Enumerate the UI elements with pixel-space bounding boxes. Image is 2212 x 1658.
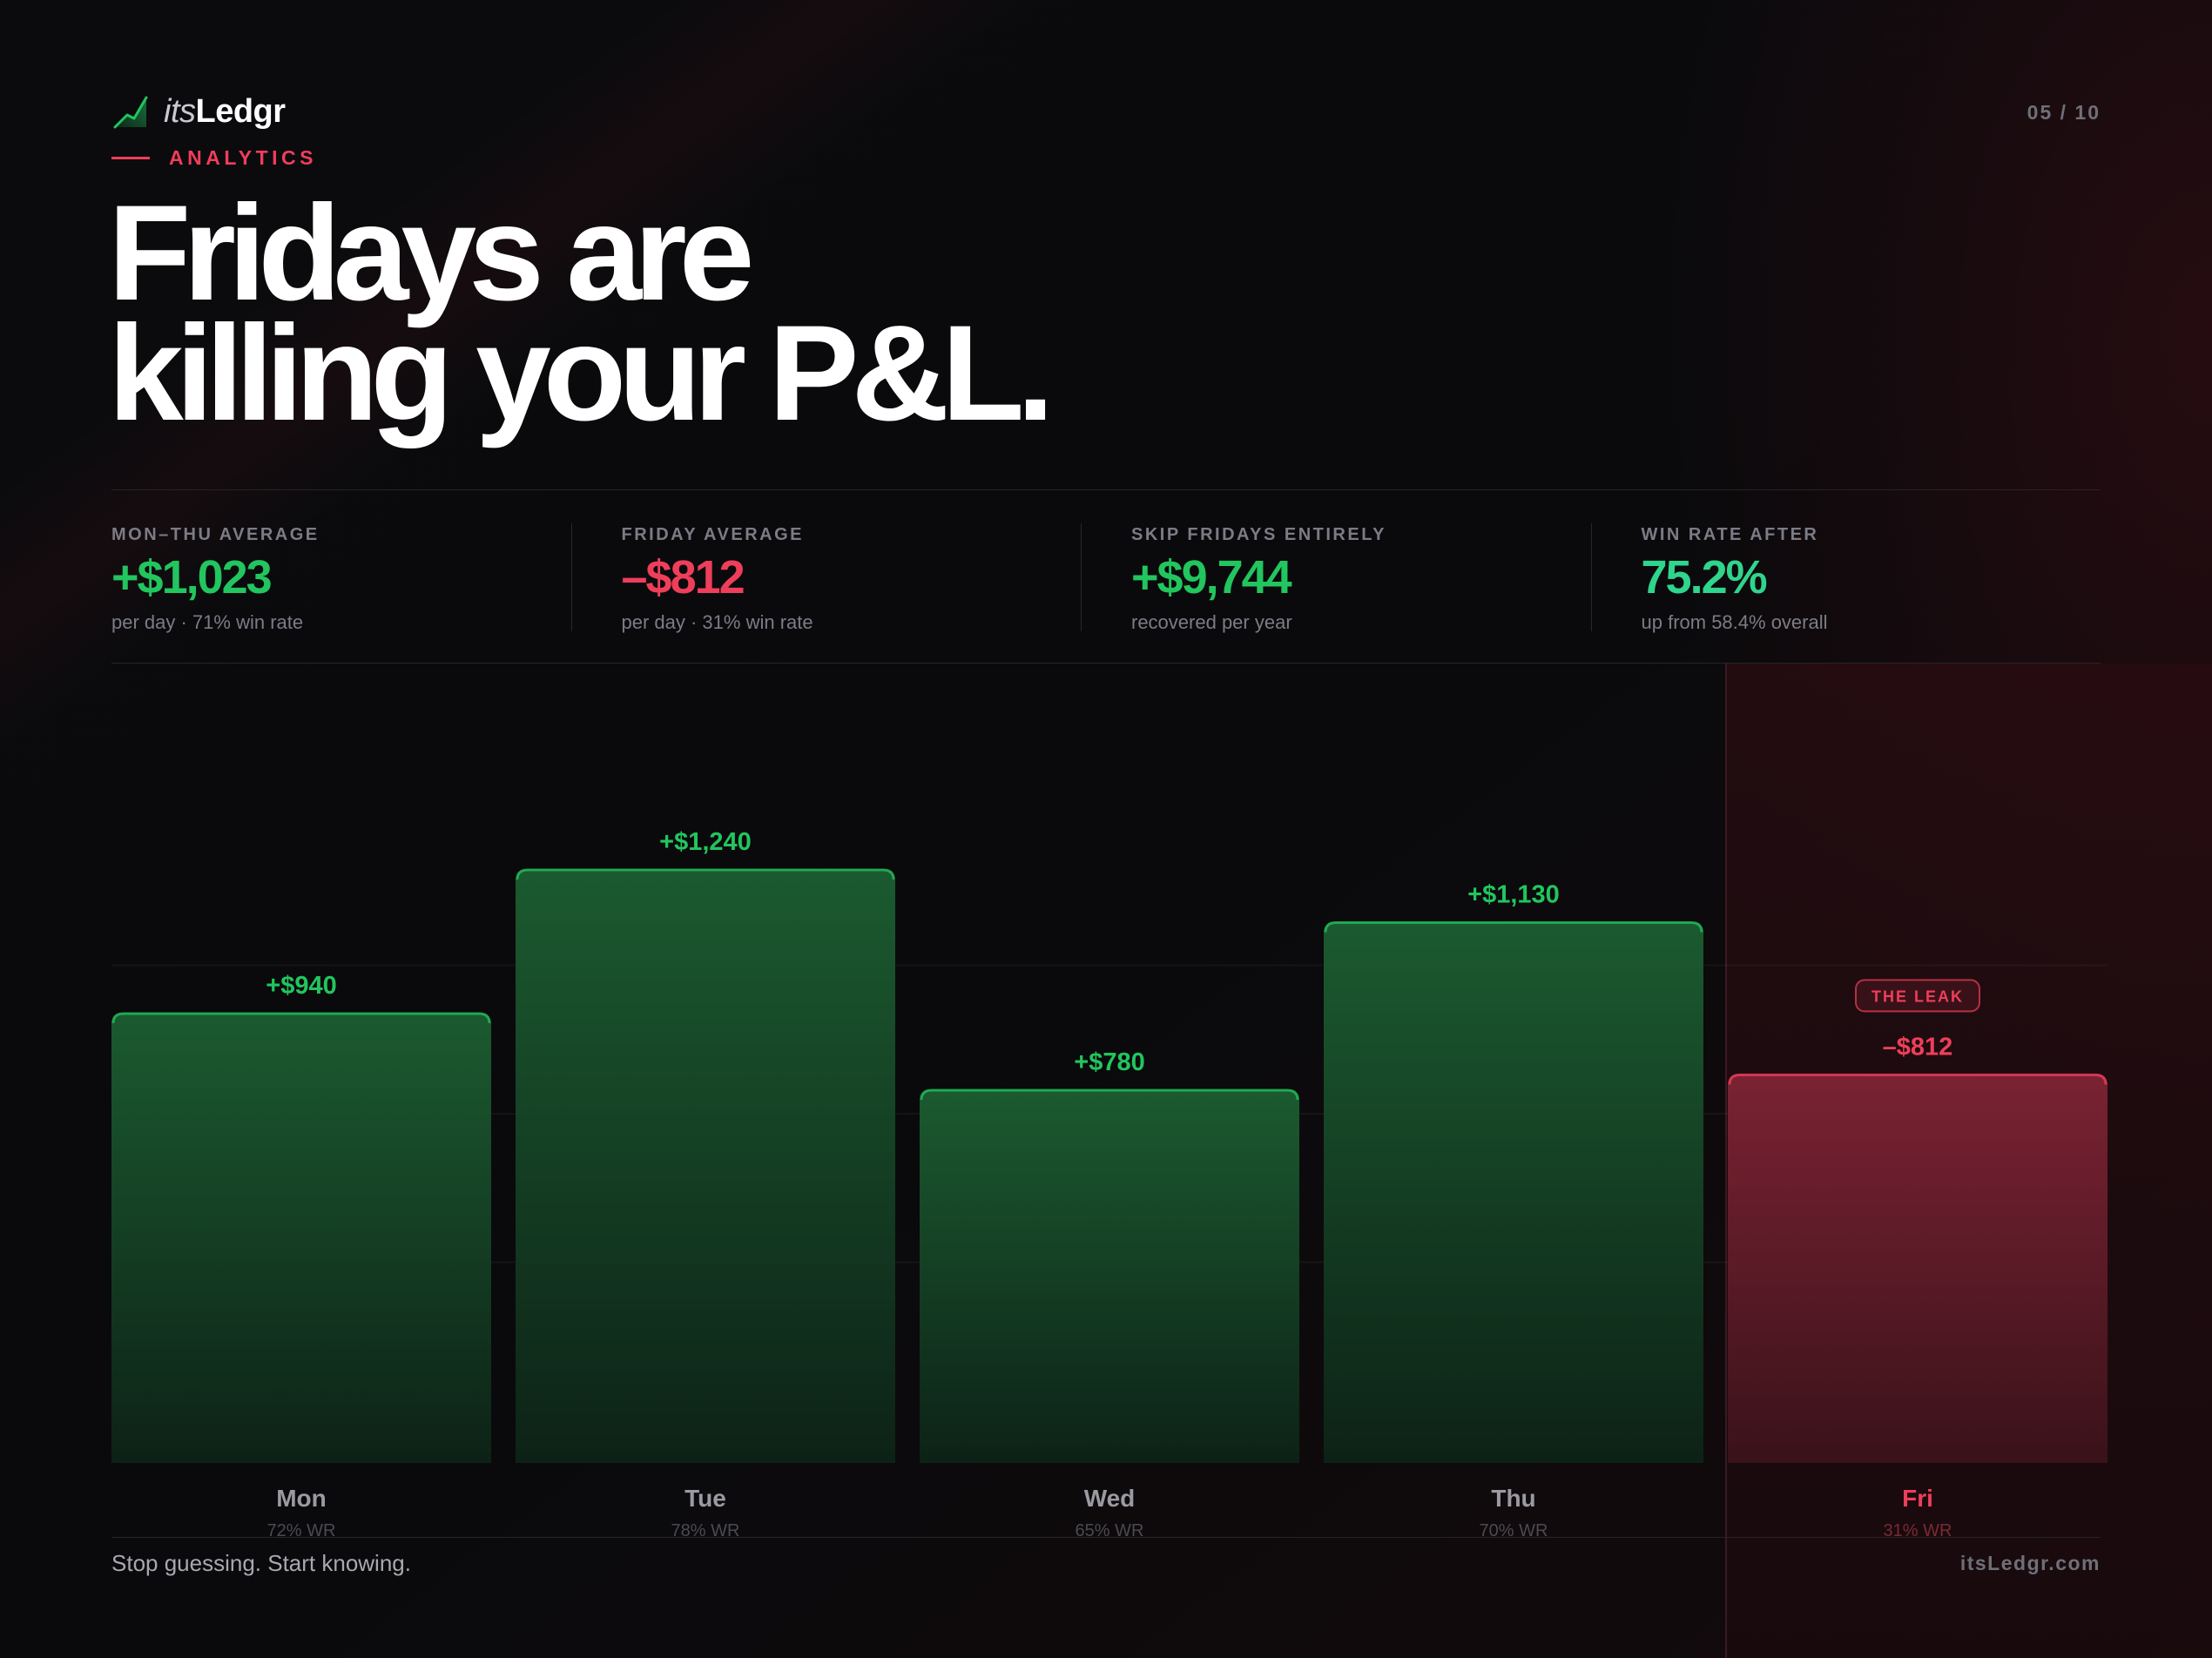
x-tick-label: Tue <box>685 1485 726 1512</box>
bar-base <box>111 1451 491 1463</box>
section-kicker: ANALYTICS <box>111 146 317 170</box>
x-tick-label: Thu <box>1491 1485 1535 1512</box>
x-tick-label: Wed <box>1084 1485 1136 1512</box>
bar-base <box>1324 1451 1703 1463</box>
stat-win-rate-after: WIN RATE AFTER 75.2% up from 58.4% overa… <box>1590 490 2101 663</box>
bar-thu <box>1324 921 1703 1463</box>
stat-value: +$1,023 <box>111 551 273 603</box>
bar-tue <box>516 869 895 1463</box>
bar-mon <box>111 1013 491 1463</box>
stat-friday-average: FRIDAY AVERAGE –$812 per day · 31% win r… <box>570 490 1082 663</box>
footer-divider <box>111 1537 2101 1538</box>
bar-top-edge <box>111 1012 491 1024</box>
stat-skip-fridays: SKIP FRIDAYS ENTIRELY +$9,744 recovered … <box>1081 490 1591 663</box>
bar-value-label: +$1,130 <box>1467 881 1560 909</box>
brand-prefix: its <box>164 92 196 130</box>
stat-value: –$812 <box>621 551 745 603</box>
stat-value: 75.2% <box>1641 551 1768 603</box>
bar-top-edge <box>1324 921 1703 933</box>
bar-top-edge <box>516 868 895 880</box>
bar-base <box>920 1451 1299 1463</box>
bar-wed <box>920 1089 1299 1463</box>
brand-logo: itsLedgr <box>111 92 286 131</box>
bar-value-label: –$812 <box>1883 1033 1953 1061</box>
win-rate-label: 70% WR <box>1480 1521 1548 1540</box>
bar-top-edge <box>920 1088 1299 1101</box>
stats-row: MON–THU AVERAGE +$1,023 per day · 71% wi… <box>111 489 2101 664</box>
x-tick-label: Fri <box>1902 1485 1933 1512</box>
stat-label: WIN RATE AFTER <box>1641 525 1819 544</box>
win-rate-label: 72% WR <box>267 1521 336 1540</box>
stat-value: +$9,744 <box>1131 551 1292 603</box>
bar-value-label: +$940 <box>266 972 336 1000</box>
daily-pnl-bar-chart: +$940 Mon 72% WR +$1,240 Tue 78% WR +$780 Wed 65… <box>111 664 2212 1658</box>
stat-sub: per day · 31% win rate <box>621 611 813 633</box>
bar-value-label: +$780 <box>1074 1048 1144 1076</box>
headline-line-2: killing your P&L. <box>108 298 1055 449</box>
bar-value-label: +$1,240 <box>659 828 752 856</box>
win-rate-label: 65% WR <box>1076 1521 1144 1540</box>
bar-base <box>1728 1451 2107 1463</box>
footer-site-link[interactable]: itsLedgr.com <box>1959 1552 2101 1574</box>
stat-mon-thu-average: MON–THU AVERAGE +$1,023 per day · 71% wi… <box>111 490 571 663</box>
kicker-label: ANALYTICS <box>169 146 317 169</box>
bar-base <box>516 1451 895 1463</box>
the-leak-badge-label: THE LEAK <box>1871 987 1964 1005</box>
footer-tagline: Stop guessing. Start knowing. <box>111 1550 411 1576</box>
stat-sub: up from 58.4% overall <box>1641 611 1828 633</box>
x-tick-label: Mon <box>276 1485 327 1512</box>
stat-sub: per day · 71% win rate <box>111 611 304 633</box>
stat-label: SKIP FRIDAYS ENTIRELY <box>1131 525 1386 544</box>
win-rate-label: 78% WR <box>671 1521 740 1540</box>
stat-label: MON–THU AVERAGE <box>111 525 320 544</box>
headline: Fridays are killing your P&L. <box>108 178 1055 449</box>
trend-line-icon <box>113 96 148 129</box>
stat-label: FRIDAY AVERAGE <box>621 525 804 544</box>
stat-sub: recovered per year <box>1131 611 1292 633</box>
brand-wordmark: itsLedgr <box>164 93 286 131</box>
bar-top-edge <box>1728 1073 2107 1085</box>
brand-name: Ledgr <box>195 92 287 130</box>
kicker-divider <box>111 157 150 159</box>
headline-line-1: Fridays are <box>108 178 754 329</box>
page-number: 05 / 10 <box>2027 101 2101 124</box>
win-rate-label: 31% WR <box>1884 1521 1952 1540</box>
bar-fri <box>1728 1074 2107 1463</box>
the-leak-badge <box>1855 979 1980 1013</box>
